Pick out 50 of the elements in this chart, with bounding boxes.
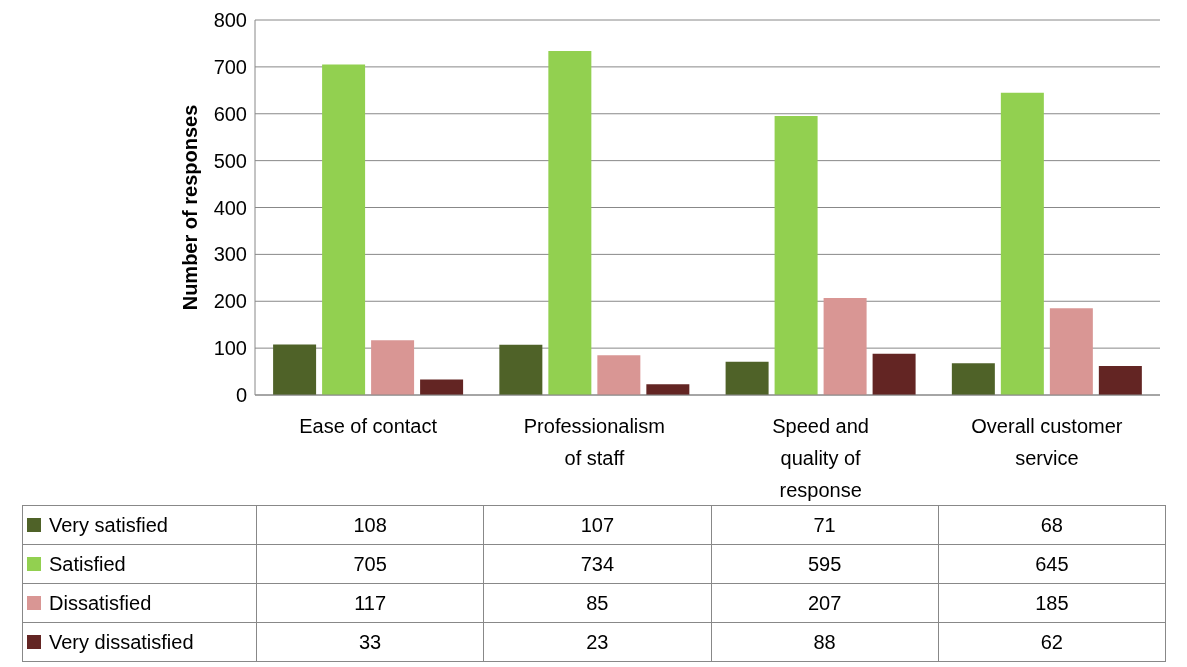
data-label: 62 <box>938 622 1166 662</box>
data-label: 85 <box>483 583 711 623</box>
y-tick-label: 500 <box>213 149 247 172</box>
y-tick-label: 100 <box>213 337 247 360</box>
bar <box>1049 308 1093 395</box>
x-tick-label: Overall customer service <box>971 415 1123 469</box>
y-tick-label: 300 <box>213 243 247 266</box>
bar <box>872 353 916 395</box>
data-label: 71 <box>711 505 939 545</box>
y-tick-label: 600 <box>213 102 247 125</box>
data-label: 185 <box>938 583 1166 623</box>
y-tick-label: 800 <box>213 9 247 32</box>
bar <box>951 363 995 395</box>
bar <box>273 344 317 395</box>
data-label: 33 <box>256 622 484 662</box>
bar <box>725 361 769 395</box>
data-label: 88 <box>711 622 939 662</box>
bar <box>1098 365 1142 395</box>
y-axis-title: Number of responses <box>179 104 202 311</box>
bar <box>774 116 818 395</box>
bar <box>597 355 641 395</box>
bar <box>1000 92 1044 395</box>
y-tick-label: 200 <box>213 290 247 313</box>
bar <box>371 340 415 395</box>
y-tick-label: 0 <box>235 384 247 407</box>
legend-label: Dissatisfied <box>22 583 257 623</box>
bar <box>322 64 366 395</box>
bar <box>646 384 690 395</box>
data-label: 595 <box>711 544 939 584</box>
bar <box>548 50 592 395</box>
y-tick-label: 700 <box>213 55 247 78</box>
data-label: 68 <box>938 505 1166 545</box>
x-tick-label: Speed and quality of response <box>772 415 870 501</box>
bar <box>420 379 464 395</box>
bar <box>499 344 543 395</box>
data-label: 207 <box>711 583 939 623</box>
data-label: 117 <box>256 583 484 623</box>
data-label: 705 <box>256 544 484 584</box>
x-tick-label: Professionalism of staff <box>523 415 665 469</box>
data-label: 734 <box>483 544 711 584</box>
data-label: 645 <box>938 544 1166 584</box>
legend-label: Very satisfied <box>22 505 257 545</box>
legend-label: Satisfied <box>22 544 257 584</box>
data-label: 108 <box>256 505 484 545</box>
x-tick-label: Ease of contact <box>299 415 438 437</box>
bar <box>823 297 867 395</box>
data-label: 23 <box>483 622 711 662</box>
y-tick-label: 400 <box>213 196 247 219</box>
legend-label: Very dissatisfied <box>22 622 257 662</box>
data-label: 107 <box>483 505 711 545</box>
